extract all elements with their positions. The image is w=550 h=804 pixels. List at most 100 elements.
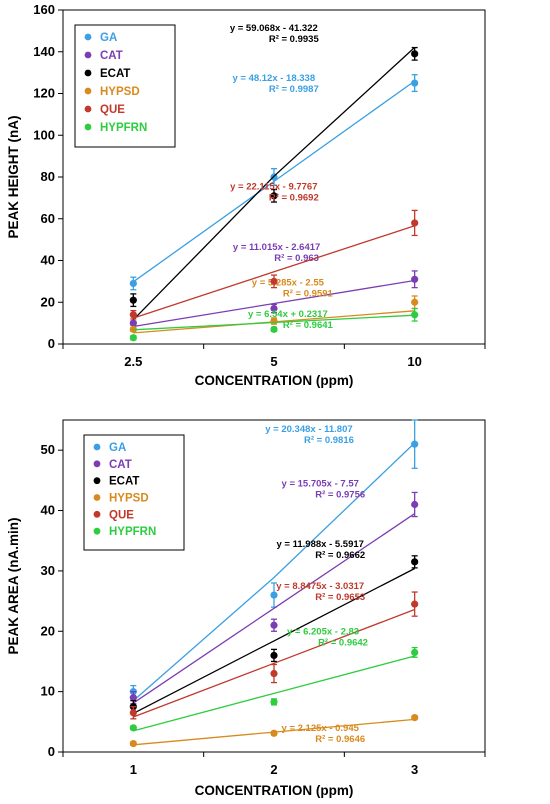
data-point bbox=[411, 219, 419, 227]
y-tick-label: 40 bbox=[41, 253, 55, 268]
data-point bbox=[129, 319, 137, 327]
legend-box bbox=[83, 434, 185, 551]
data-point bbox=[411, 298, 419, 306]
r-squared-label: R² = 0.9987 bbox=[269, 84, 319, 95]
trend-equation: y = 8.8475x - 3.0317 bbox=[276, 581, 364, 592]
peak-height-chart: 0 20 40 60 80 100 120 140 160 2.5 5 10 CONCENTRATION… bbox=[6, 2, 486, 388]
legend: GA CAT ECAT HYPSD QUE HYPFRN bbox=[83, 434, 185, 551]
data-point bbox=[411, 648, 419, 656]
legend-marker bbox=[84, 51, 92, 59]
legend-label: ECAT bbox=[100, 68, 130, 80]
r-squared-label: R² = 0.9756 bbox=[315, 489, 365, 500]
data-point bbox=[411, 600, 419, 608]
y-tick-label: 60 bbox=[41, 211, 55, 226]
legend-marker bbox=[84, 105, 92, 113]
legend-marker bbox=[93, 477, 101, 485]
legend-marker bbox=[93, 510, 101, 518]
trend-equation: y = 22.115x - 9.7767 bbox=[230, 182, 317, 193]
data-point bbox=[129, 311, 137, 319]
trend-line bbox=[132, 46, 416, 321]
trend-line bbox=[133, 655, 415, 732]
y-tick-label: 120 bbox=[33, 86, 55, 101]
y-tick-label: 100 bbox=[33, 127, 55, 142]
y-axis-label: PEAK HEIGHT (nA) bbox=[6, 116, 21, 239]
trend-line bbox=[132, 442, 416, 702]
legend-marker bbox=[93, 527, 101, 535]
r-squared-label: R² = 0.9692 bbox=[269, 193, 319, 204]
legend-marker bbox=[84, 69, 92, 77]
trend-line bbox=[133, 608, 415, 718]
trend-equation: y = 59.068x - 41.322 bbox=[230, 23, 318, 34]
trend-line bbox=[132, 513, 416, 704]
y-tick-label: 0 bbox=[48, 744, 55, 759]
x-tick-label: 1 bbox=[130, 762, 137, 777]
y-tick-label: 80 bbox=[41, 169, 55, 184]
trend-equation: y = 20.348x - 11.807 bbox=[265, 424, 352, 435]
x-tick-label: 2 bbox=[270, 762, 277, 777]
legend-label: QUE bbox=[109, 509, 134, 521]
data-point bbox=[270, 698, 278, 706]
data-point bbox=[270, 304, 278, 313]
trend-equation: y = 11.015x - 2.6417 bbox=[233, 242, 320, 253]
y-tick-label: 40 bbox=[41, 503, 55, 518]
plot-frame bbox=[62, 419, 486, 753]
trend-equation: y = 6.54x + 0.2317 bbox=[248, 309, 328, 320]
x-tick-label: 2.5 bbox=[124, 354, 142, 369]
data-point bbox=[411, 500, 419, 509]
trend-equation: y = 6.205x - 2.83 bbox=[287, 626, 359, 637]
data-point bbox=[270, 591, 278, 599]
legend-marker bbox=[93, 443, 101, 451]
data-point bbox=[129, 724, 137, 732]
trend-line bbox=[133, 225, 415, 319]
data-point bbox=[411, 713, 419, 722]
r-squared-label: R² = 0.9591 bbox=[283, 289, 334, 300]
legend-label: HYPFRN bbox=[109, 526, 156, 538]
data-point bbox=[270, 325, 278, 333]
data-point bbox=[129, 334, 137, 342]
peak-area-chart: 0 10 20 30 40 50 1 2 3 CONCENTRATION (ppm) PEAK AR… bbox=[6, 419, 486, 798]
legend-box bbox=[74, 24, 176, 148]
legend-marker bbox=[93, 494, 101, 501]
trend-line bbox=[133, 279, 415, 328]
data-point bbox=[270, 669, 278, 678]
y-tick-label: 20 bbox=[41, 623, 55, 638]
trend-equation: y = 5.285x - 2.55 bbox=[252, 278, 325, 289]
r-squared-label: R² = 0.9641 bbox=[283, 320, 334, 331]
data-point bbox=[411, 558, 419, 566]
trend-equation: y = 2.125x - 0.945 bbox=[282, 723, 360, 734]
legend: GA CAT ECAT HYPSD QUE HYPFRN bbox=[74, 24, 176, 148]
y-axis-label: PEAK AREA (nA.min) bbox=[6, 518, 21, 655]
trend-line bbox=[133, 567, 415, 714]
legend-label: CAT bbox=[100, 50, 123, 62]
r-squared-label: R² = 0.9642 bbox=[318, 637, 368, 648]
r-squared-label: R² = 0.9816 bbox=[304, 435, 354, 446]
legend-marker bbox=[84, 123, 92, 131]
x-tick-label: 5 bbox=[270, 354, 277, 369]
r-squared-label: R² = 0.9646 bbox=[315, 734, 365, 745]
data-point bbox=[270, 621, 278, 629]
trend-equation: y = 11.988x - 5.5917 bbox=[277, 539, 364, 550]
y-tick-label: 0 bbox=[48, 336, 55, 351]
data-point bbox=[129, 694, 137, 702]
x-tick-label: 3 bbox=[411, 762, 418, 777]
x-axis-label: CONCENTRATION (ppm) bbox=[195, 783, 354, 798]
x-tick-label: 10 bbox=[407, 354, 421, 369]
r-squared-label: R² = 0.963 bbox=[274, 253, 319, 264]
data-point bbox=[129, 739, 137, 748]
legend-label: QUE bbox=[100, 104, 125, 116]
legend-label: ECAT bbox=[109, 476, 139, 488]
y-tick-label: 50 bbox=[41, 442, 55, 457]
legend-marker bbox=[84, 87, 92, 95]
trend-line bbox=[133, 314, 415, 331]
data-point bbox=[270, 277, 278, 285]
legend-label: HYPSD bbox=[100, 86, 140, 98]
